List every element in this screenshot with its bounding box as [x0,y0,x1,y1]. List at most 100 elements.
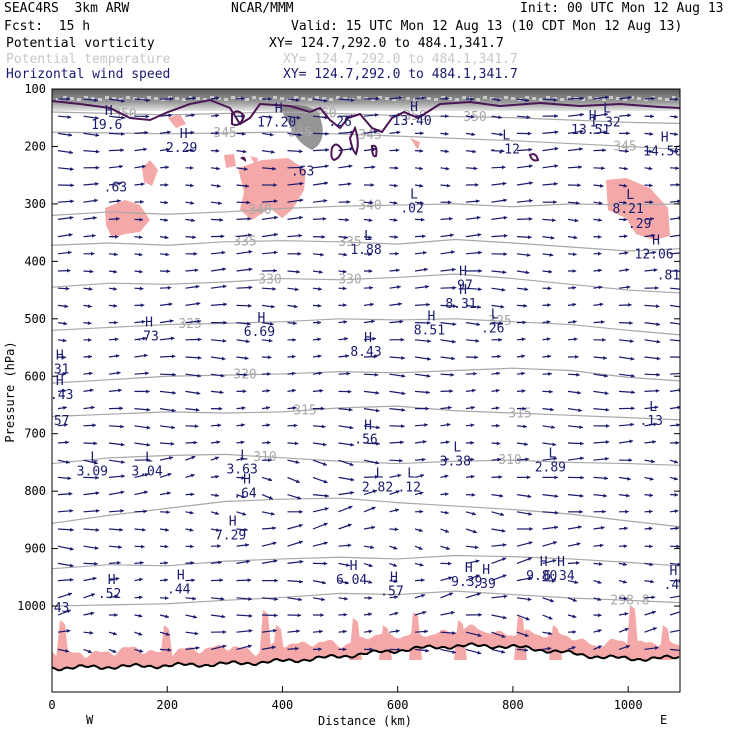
extremum-value: 9.80 [526,569,557,584]
wind-vector-head [649,562,654,567]
wind-vector-head [240,440,245,445]
band-texture [504,96,508,99]
wind-vector-head [372,147,377,152]
surface-vorticity-fill [52,624,680,671]
theta-contour-label: 345 [613,139,636,154]
wind-vector-head [116,371,121,375]
extremum-marker: L [90,451,98,466]
wind-vector-head [89,388,94,393]
wind-vector-head [521,337,526,342]
wind-vector-head [299,165,304,170]
extremum-value: .57 [46,414,69,429]
extremum-marker: L [407,467,415,482]
wind-vector-head [67,115,72,119]
wind-vector-head [393,563,397,567]
wind-vector-head [271,645,276,650]
wind-vector-head [452,322,457,327]
wind-vector-head [450,372,455,377]
vorticity-blob [168,114,186,128]
extremum-value: .97 [449,279,472,294]
wind-vector-head [295,646,299,651]
wind-vector-head [630,422,635,427]
wind-vector-head [121,132,125,136]
vorticity-blob [606,178,670,240]
wind-vector-head [69,563,74,568]
wind-vector-head [119,406,123,411]
wind-vector-head [62,388,67,393]
wind-vector-head [368,252,372,257]
wind-vector-head [216,440,221,445]
extremum-value: .29 [628,217,651,232]
wind-vector-head [447,200,452,205]
wind-vector-head [169,456,173,460]
wind-vector-head [598,285,603,290]
wind-vector-head [624,526,628,531]
wind-vector-head [244,527,248,532]
wind-vector-head [445,440,450,445]
wind-vector-head [165,252,170,257]
extremum-value: 3.38 [440,454,471,469]
wind-vector-head [170,336,175,341]
wind-vector-head [498,475,503,479]
wind-vector-head [375,390,380,395]
wind-vector-head [580,441,584,446]
wind-vector-head [656,322,661,327]
wind-vector-head [370,545,374,550]
wind-vector-head [189,165,194,170]
wind-vector-head [499,132,504,137]
wind-vector-head [299,579,303,584]
wind-vector-head [298,523,303,528]
wind-vector-head [655,286,659,290]
wind-vector-head [118,181,122,186]
wind-vector-head [295,98,300,102]
wind-vector-head [321,424,326,429]
wind-vector-head [605,440,610,444]
wind-vector-head [393,200,398,205]
wind-vector-head [273,268,277,273]
wind-vector-head [171,354,176,359]
wind-vector-head [167,472,172,477]
band-texture [553,97,557,100]
band-texture [343,97,347,100]
band-texture [434,98,438,101]
wind-vector-head [369,200,374,205]
axes: 100 200 300 400 500 600 700 800 900 1000 0 200 400 60… [17,82,680,712]
band-texture [119,98,123,101]
extremum-marker: H [390,571,398,586]
wind-vector-head [114,613,118,617]
wind-vector-head [319,388,324,393]
wind-vector-head [317,354,322,359]
wind-vector-head [66,609,71,614]
wind-vector-head [503,252,508,256]
theta-contour-label: 310 [253,450,276,465]
wind-vector-head [138,252,143,257]
wind-vector-head [164,200,169,205]
wind-vector-head [395,508,399,513]
wind-vector-head [674,97,679,102]
wind-vector-head [427,320,431,325]
wind-vector-head [172,390,176,395]
wind-vector-head [350,477,355,482]
wind-vector-head [165,614,169,619]
wind-vector-head [445,166,450,171]
band-texture [224,98,228,101]
band-texture [301,97,305,100]
wind-vector-head [472,529,477,534]
wind-vector-head [114,320,118,325]
wind-vector-head [527,494,532,499]
wind-vector-head [95,165,100,170]
theta-contour-line [52,367,680,384]
wind-vector-head [267,355,272,360]
wind-vector-head [215,511,219,516]
wind-vector-head [521,371,525,376]
extremum-marker: H [482,563,490,578]
extremum-marker: H [589,109,597,124]
wind-vector-head [470,474,475,479]
wind-vector-head [347,543,352,548]
extremum-value: 6.04 [336,573,367,588]
wind-vector-head [452,285,457,290]
wind-vector-head [677,405,680,410]
wind-vector-head [395,268,400,273]
wind-vector-head [418,528,423,533]
